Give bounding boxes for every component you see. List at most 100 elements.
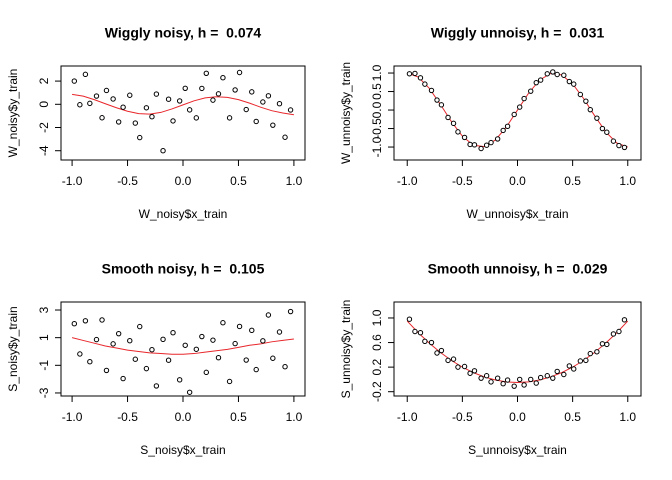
point — [132, 356, 139, 362]
x-tick-label: -1.0 — [397, 410, 418, 424]
point — [77, 102, 83, 108]
x-tick-label: 0.5 — [230, 410, 247, 424]
point — [127, 92, 133, 98]
point — [193, 115, 200, 121]
point — [165, 357, 172, 363]
point — [170, 329, 176, 336]
x-tick-label: -0.5 — [452, 174, 473, 188]
y-tick-label: -1 — [37, 360, 51, 371]
point — [149, 114, 155, 120]
point — [571, 366, 577, 372]
point — [182, 342, 188, 348]
point — [253, 118, 259, 125]
point — [550, 375, 556, 381]
point — [455, 364, 461, 370]
point — [561, 72, 567, 78]
point — [149, 346, 155, 353]
point — [176, 98, 183, 104]
point — [488, 139, 494, 146]
x-tick-label: -1.0 — [62, 410, 83, 424]
point — [276, 329, 283, 335]
point — [71, 321, 78, 327]
point — [511, 111, 517, 118]
point — [120, 104, 126, 110]
point — [87, 359, 93, 365]
point — [467, 370, 473, 376]
y-tick-label: 0.2 — [370, 358, 384, 375]
point — [182, 85, 188, 91]
point — [544, 71, 550, 77]
point — [521, 382, 527, 388]
point — [550, 69, 556, 75]
y-tick-label: -4 — [37, 145, 51, 156]
point — [287, 107, 294, 113]
point — [99, 317, 105, 323]
point — [243, 106, 249, 113]
y-tick-label: 0.0 — [370, 101, 384, 118]
point — [260, 338, 266, 344]
point — [193, 346, 200, 352]
point — [461, 363, 468, 370]
x-axis-label: W_unnoisy$x_train — [466, 207, 568, 221]
point — [517, 376, 523, 383]
x-tick-label: -1.0 — [62, 174, 83, 188]
point — [71, 78, 78, 84]
point — [533, 380, 539, 386]
y-axis-label: W_noisy$y_train — [6, 69, 20, 158]
point — [220, 75, 226, 81]
point — [87, 100, 93, 107]
plot-box — [393, 301, 642, 397]
point — [110, 341, 116, 347]
point — [428, 87, 435, 94]
point — [249, 327, 255, 334]
point — [450, 120, 457, 127]
y-tick-label: 3 — [37, 306, 51, 313]
point — [500, 127, 506, 134]
point — [438, 102, 445, 108]
point — [594, 115, 600, 121]
plot-box — [60, 301, 306, 397]
y-axis-label: S_unnoisy$y_train — [339, 300, 353, 399]
point — [243, 357, 249, 363]
fit-line — [407, 72, 628, 148]
point — [583, 357, 589, 364]
point — [199, 85, 205, 92]
y-tick-label: -0.5 — [370, 118, 384, 139]
point — [137, 134, 143, 141]
point — [186, 107, 193, 113]
point — [616, 142, 622, 149]
point — [445, 114, 451, 121]
plot-box — [60, 65, 306, 161]
point — [528, 88, 534, 94]
point — [566, 78, 573, 85]
point — [210, 337, 216, 343]
y-tick-label: 2 — [37, 77, 51, 84]
point — [160, 336, 166, 343]
point — [604, 341, 610, 348]
point — [544, 373, 550, 379]
x-tick-label: 1.0 — [286, 174, 303, 188]
point — [438, 347, 445, 354]
point — [599, 341, 606, 347]
y-tick-label: -2 — [37, 122, 51, 133]
y-tick-label: 0.6 — [370, 334, 384, 351]
point — [226, 378, 233, 385]
point — [215, 355, 222, 361]
point — [599, 125, 606, 132]
point — [533, 79, 539, 86]
point — [165, 96, 172, 102]
point — [583, 98, 589, 104]
point — [488, 379, 494, 385]
point — [554, 71, 560, 78]
point — [232, 87, 238, 93]
point — [483, 373, 490, 379]
point — [422, 338, 428, 345]
y-tick-label: 1.0 — [370, 64, 384, 81]
point — [504, 377, 511, 383]
point — [500, 381, 506, 387]
point — [478, 375, 484, 381]
x-axis-label: S_noisy$x_train — [140, 443, 225, 457]
y-axis-label: W_unnoisy$y_train — [339, 62, 353, 164]
point — [537, 77, 544, 83]
